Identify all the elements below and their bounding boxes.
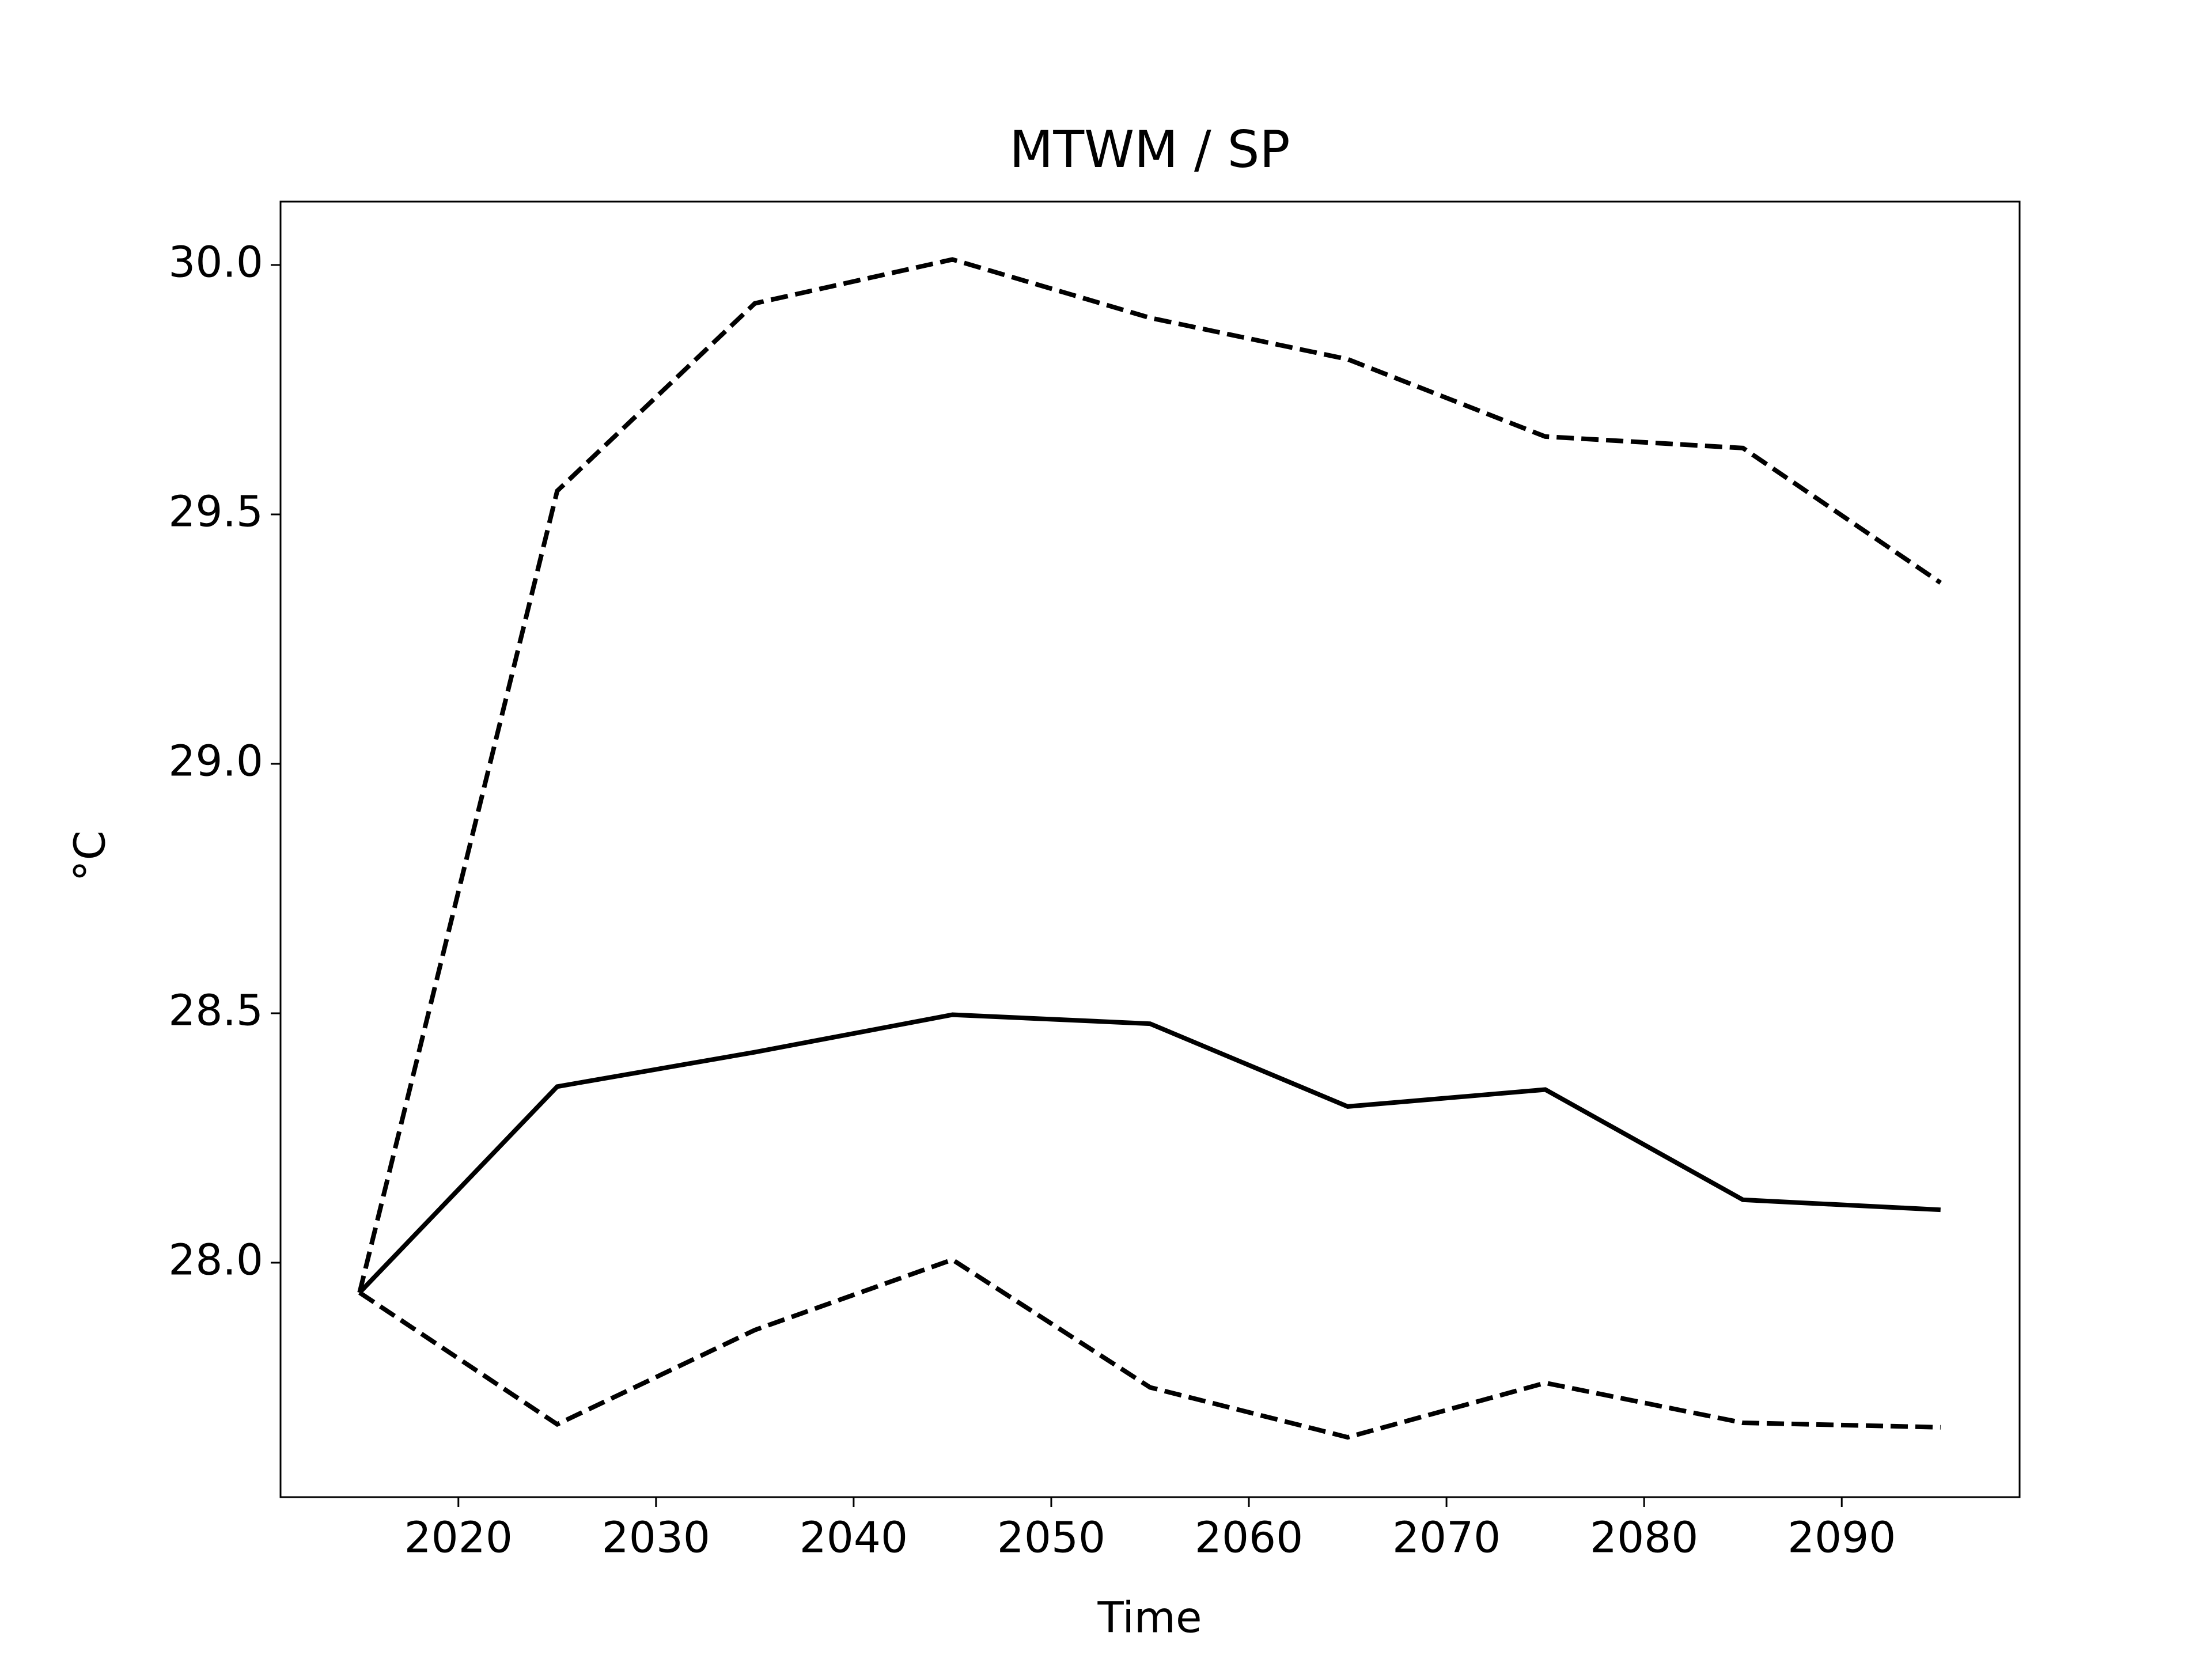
y-tick-label: 28.0 [168, 1235, 263, 1285]
y-tick-label: 28.5 [168, 986, 263, 1035]
x-tick-label: 2040 [800, 1513, 908, 1563]
y-tick-label: 29.0 [168, 736, 263, 786]
x-tick-label: 2020 [404, 1513, 513, 1563]
data-line [358, 1257, 1941, 1440]
x-tick-label: 2070 [1392, 1513, 1501, 1563]
x-tick-label: 2080 [1590, 1513, 1698, 1563]
x-axis-label: Time [1097, 1593, 1202, 1643]
x-tick-label: 2060 [1195, 1513, 1303, 1563]
x-tick-label: 2050 [997, 1513, 1105, 1563]
y-tick-label: 29.5 [168, 487, 263, 536]
y-axis-label: °C [66, 831, 115, 882]
data-line [358, 1012, 1941, 1294]
y-tick-label: 30.0 [168, 237, 263, 287]
x-tick-label: 2030 [602, 1513, 710, 1563]
data-line [357, 257, 1942, 1293]
x-tick-label: 2090 [1787, 1513, 1896, 1563]
plot-frame [279, 200, 2021, 1498]
chart-title: MTWM / SP [1009, 120, 1290, 179]
